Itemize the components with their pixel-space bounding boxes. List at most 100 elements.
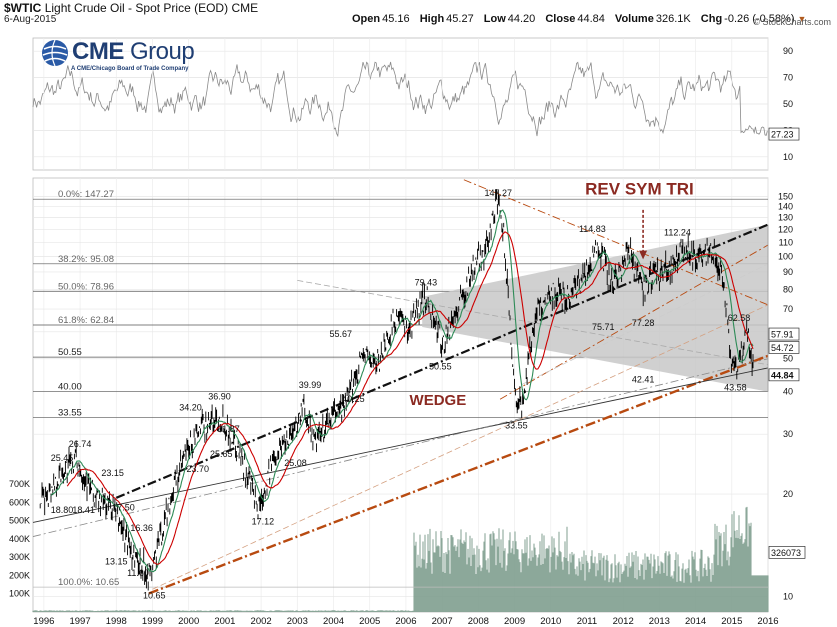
open-value: 45.16 [382, 13, 410, 25]
price-tick-label: 20 [783, 489, 793, 499]
price-last-label: 44.84 [771, 370, 794, 380]
price-tick-label: 40 [783, 387, 793, 397]
x-tick-label: 2008 [468, 616, 489, 627]
x-tick-label: 2007 [432, 616, 453, 627]
fib-level-label: 40.00 [58, 382, 82, 393]
support-trendline-2 [32, 358, 769, 537]
chart-title: $WTIC Light Crude Oil - Spot Price (EOD)… [4, 1, 258, 15]
value-annotation: 79.43 [415, 278, 438, 288]
logo-subtitle: A CME/Chicago Board of Trade Company [71, 66, 189, 72]
gray-trendline [297, 279, 769, 366]
moving-average-slow [66, 231, 754, 565]
fib-level-label: 50.55 [58, 347, 82, 358]
value-annotation: 25.45 [51, 453, 74, 463]
fib-level-label: 33.55 [58, 408, 82, 419]
volume-value: 326.1K [655, 13, 691, 25]
price-last-badge [768, 368, 800, 382]
volume-tick-label: 700K [9, 479, 30, 489]
rsi-panel: 103050709027.23 [32, 37, 800, 171]
resistance-trendline [463, 179, 769, 306]
x-tick-label: 2014 [685, 616, 706, 627]
volume-label: Volume [614, 13, 654, 25]
value-annotation: 33.55 [505, 420, 528, 430]
exchange: CME [231, 1, 259, 15]
value-annotation: 23.15 [101, 468, 124, 478]
site-watermark: © StockCharts.com [753, 17, 831, 27]
price-tick-label: 10 [783, 591, 793, 601]
value-annotation: 43.58 [724, 383, 747, 393]
value-annotation: 17.50 [112, 502, 135, 512]
volume-tick-label: 300K [9, 552, 30, 562]
price-last-value: 44.84 [768, 368, 800, 382]
price-frame [32, 177, 769, 613]
rsi-last-badge [768, 127, 800, 141]
cme-logo: CME Group A CME/Chicago Board of Trade C… [40, 38, 210, 78]
moving-average-fast [50, 209, 754, 573]
ohlc-stats: Open 45.16 High 45.27 Low 44.20 Close 44.84 … [352, 13, 806, 25]
rsi-tick-label: 10 [783, 152, 793, 162]
volume-tick-label: 200K [9, 570, 30, 580]
fib-level-label: 38.2%: 95.08 [58, 254, 114, 265]
price-tick-label: 80 [783, 284, 793, 294]
price-tick-label: 130 [778, 213, 793, 223]
value-annotation: 26.74 [69, 439, 92, 449]
value-annotation: 36.90 [208, 391, 231, 401]
price-tick-label: 90 [783, 267, 793, 277]
down-arrow-icon: ▼ [797, 14, 807, 24]
value-annotation: 40.25 [342, 394, 365, 404]
x-tick-label: 2005 [359, 616, 380, 627]
x-tick-label: 1996 [33, 616, 54, 627]
channel-trendline [499, 244, 769, 400]
price-last-label: 54.72 [771, 343, 794, 353]
value-annotation: 23.70 [186, 464, 209, 474]
price-tick-label: 140 [778, 202, 793, 212]
x-tick-label: 2010 [540, 616, 561, 627]
volume-last-value: 326073 [768, 546, 806, 559]
value-annotation: 17.12 [252, 516, 275, 526]
instrument-name: Light Crude Oil - Spot Price (EOD) [44, 1, 229, 15]
price-tick-label: 30 [783, 429, 793, 439]
x-tick-label: 2001 [214, 616, 235, 627]
volume-last-badge [768, 546, 806, 559]
value-annotation: 77.28 [632, 318, 655, 328]
value-annotation: 25.65 [210, 449, 233, 459]
price-tick-label: 110 [779, 237, 793, 247]
price-bars [39, 189, 754, 591]
value-annotation: 75.71 [592, 322, 615, 332]
x-tick-label: 2009 [504, 616, 525, 627]
fan-line [152, 304, 769, 590]
volume-last-label: 326073 [771, 548, 801, 558]
x-tick-label: 2000 [178, 616, 199, 627]
x-tick-label: 1998 [106, 616, 127, 627]
pattern-label-wedge: WEDGE [410, 392, 467, 409]
value-annotation: 62.58 [728, 313, 751, 323]
value-annotation: 42.41 [632, 375, 655, 385]
volume-tick-label: 100K [9, 589, 30, 599]
chg-value: -0.26 (-0.58%) [724, 13, 795, 25]
value-annotation: 13.15 [105, 557, 128, 567]
price-tick-label: 50 [783, 354, 793, 364]
chart-date: 6-Aug-2015 [4, 14, 57, 25]
value-annotation: 114.83 [579, 224, 606, 234]
value-annotation: 10.65 [143, 591, 166, 601]
value-annotation: 18.41 [72, 505, 95, 515]
gray-trendline-2 [521, 263, 769, 385]
volume-tick-label: 400K [9, 534, 30, 544]
price-last-label: 57.91 [771, 330, 794, 340]
open-label: Open [352, 13, 381, 25]
pattern-pointer-head [639, 250, 648, 260]
logo-wordmark: CME Group [72, 38, 195, 65]
price-last-value: 54.72 [768, 341, 800, 354]
rsi-last-label: 27.23 [771, 130, 794, 140]
high-value: 45.27 [446, 13, 474, 25]
x-tick-label: 1997 [69, 616, 90, 627]
close-value: 44.84 [577, 13, 605, 25]
x-tick-label: 2011 [577, 616, 597, 627]
value-annotation: 25.08 [284, 458, 307, 468]
value-annotation: 147.27 [484, 188, 512, 198]
volume-tick-label: 600K [9, 497, 30, 507]
x-tick-label: 1999 [142, 616, 163, 627]
pattern-label-rev-sym-tri: REV SYM TRI [585, 180, 694, 199]
fib-level-label: 61.8%: 62.84 [58, 315, 114, 326]
